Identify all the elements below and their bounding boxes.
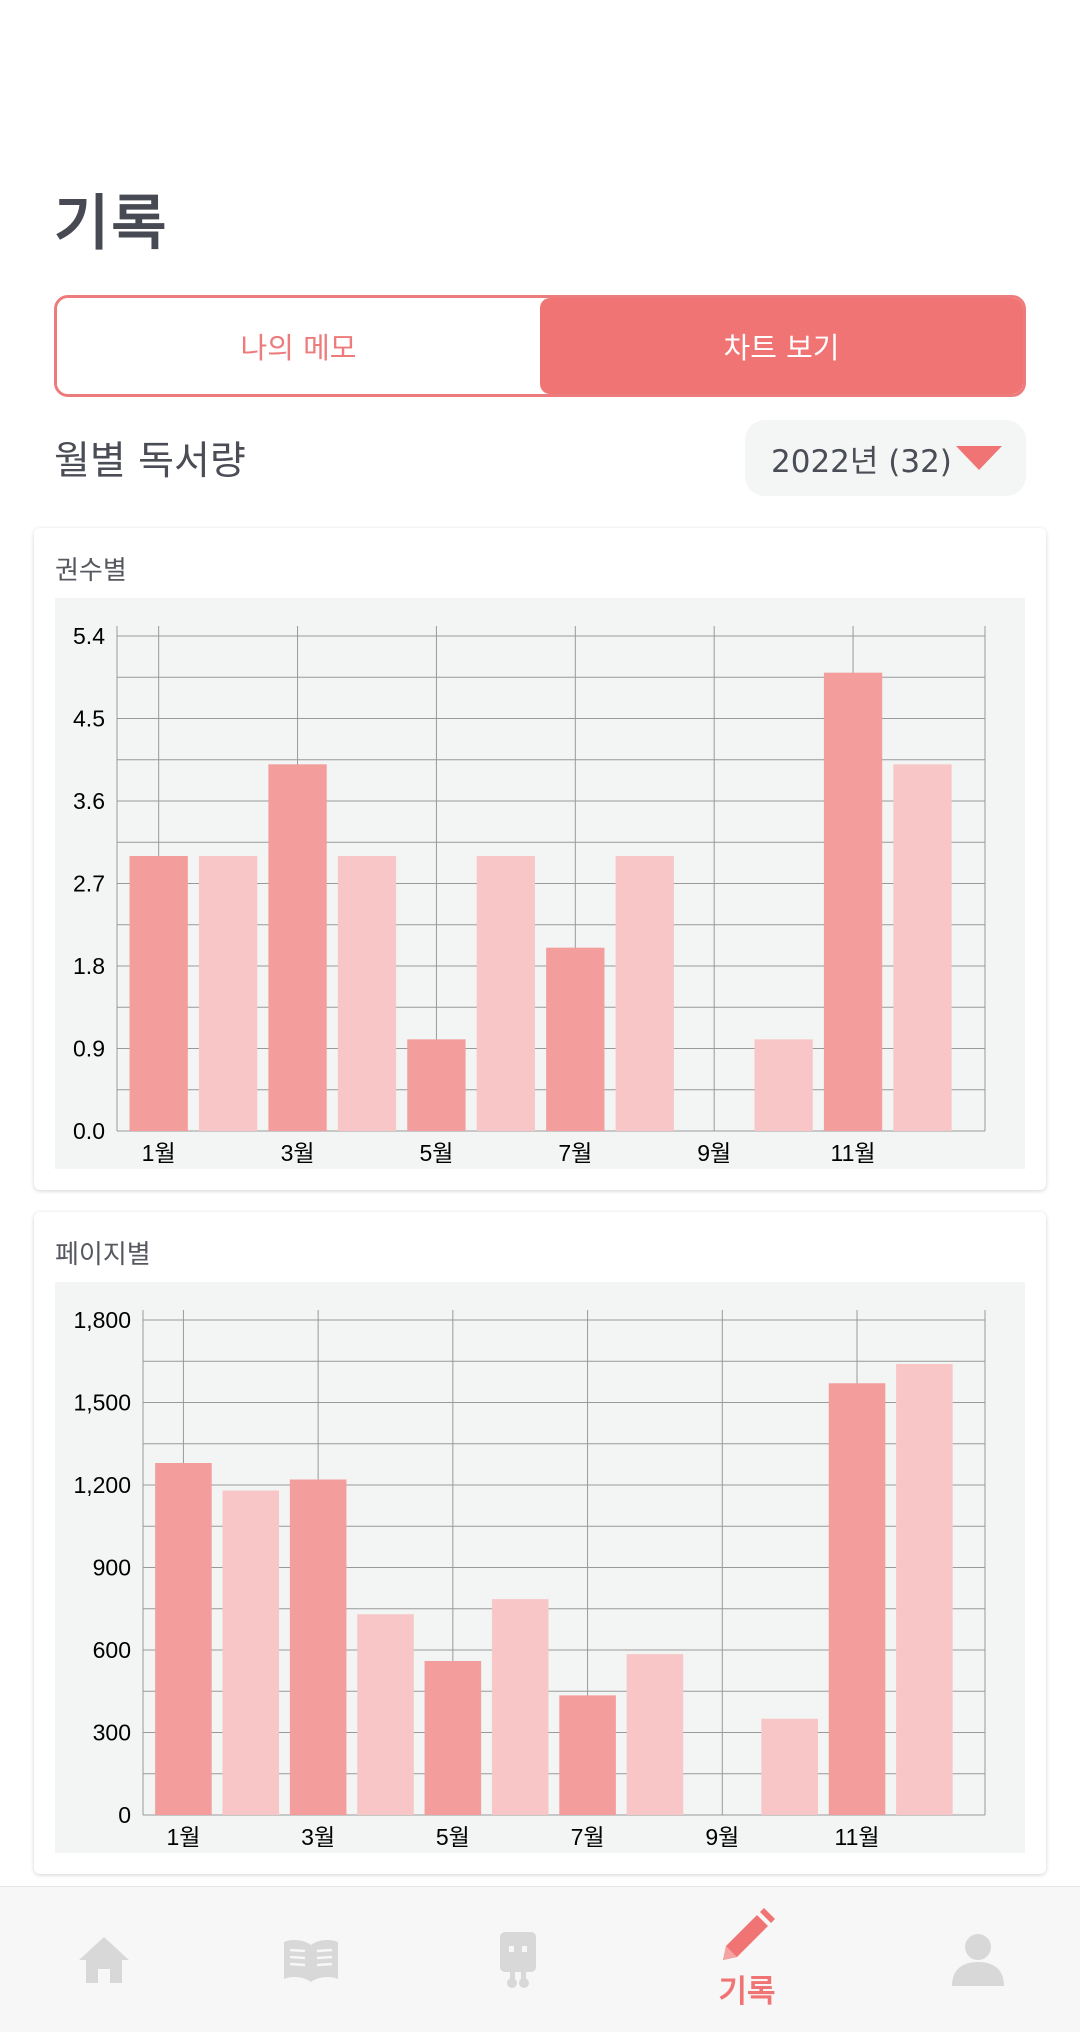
- books-chart-title: 권수별: [55, 556, 127, 586]
- bottom-nav: 기록: [0, 1886, 1080, 2032]
- nav-profile[interactable]: [908, 1887, 1048, 2032]
- nav-library[interactable]: [241, 1887, 381, 2032]
- x-tick-label: 7월: [571, 1824, 605, 1850]
- book-icon: [284, 1939, 338, 1982]
- bar-7월: [559, 1695, 616, 1815]
- home-icon: [79, 1936, 129, 1983]
- bar-10월: [761, 1718, 818, 1815]
- nav-robot[interactable]: [448, 1887, 588, 2032]
- bar-5월: [407, 1039, 466, 1131]
- y-tick-label: 4.5: [73, 706, 105, 732]
- bar-8월: [626, 1654, 684, 1815]
- bar-11월: [823, 672, 883, 1131]
- tab-my-memo[interactable]: 나의 메모: [57, 298, 540, 394]
- x-tick-label: 9월: [697, 1140, 731, 1166]
- bar-4월: [337, 856, 397, 1131]
- bar-3월: [268, 764, 327, 1131]
- y-tick-label: 0: [118, 1802, 131, 1828]
- bar-2월: [222, 1490, 280, 1815]
- x-tick-label: 9월: [705, 1824, 739, 1850]
- x-tick-label: 1월: [166, 1824, 200, 1850]
- y-tick-label: 1,200: [73, 1472, 131, 1498]
- pages-chart-title: 페이지별: [55, 1240, 151, 1270]
- books-chart-card: 권수별 0.0 0.9 1.8 2.7 3.6 4.5 5.4 1월 3월 5월 7월 9월 11월: [34, 528, 1046, 1190]
- y-tick-label: 1,500: [73, 1390, 131, 1416]
- bar-2월: [198, 856, 258, 1131]
- y-tick-label: 1,800: [73, 1307, 131, 1333]
- books-chart: 0.0 0.9 1.8 2.7 3.6 4.5 5.4 1월 3월 5월 7월 9월 11월: [55, 598, 1025, 1169]
- pencil-icon: [723, 1908, 775, 1960]
- year-dropdown[interactable]: 2022년 (32): [745, 420, 1026, 496]
- section-title: 월별 독서량: [54, 439, 246, 484]
- nav-records-label: 기록: [718, 1974, 776, 2010]
- bar-8월: [615, 856, 674, 1131]
- y-tick-label: 3.6: [73, 788, 105, 814]
- x-tick-label: 11월: [831, 1140, 876, 1166]
- x-tick-label: 1월: [142, 1140, 176, 1166]
- pages-chart-card: 페이지별 0 300 600 900 1,200 1,500 1,800 1월 3월 5월 7월 9월…: [34, 1212, 1046, 1874]
- bar-3월: [289, 1479, 347, 1815]
- bar-7월: [546, 947, 605, 1131]
- y-tick-label: 2.7: [73, 871, 105, 897]
- x-tick-label: 3월: [281, 1140, 315, 1166]
- bar-6월: [491, 1599, 549, 1815]
- page-title: 기록: [54, 189, 169, 259]
- y-tick-label: 0.0: [73, 1118, 105, 1144]
- x-tick-label: 11월: [834, 1824, 879, 1850]
- y-tick-label: 600: [93, 1637, 131, 1663]
- y-tick-label: 5.4: [73, 623, 105, 649]
- y-tick-label: 0.9: [73, 1036, 105, 1062]
- bar-6월: [476, 856, 536, 1131]
- x-tick-label: 5월: [419, 1140, 453, 1166]
- bar-12월: [896, 1364, 953, 1815]
- tab-chart-view[interactable]: 차트 보기: [540, 298, 1023, 394]
- view-toggle: 나의 메모 차트 보기: [54, 295, 1026, 397]
- x-tick-label: 5월: [436, 1824, 470, 1850]
- bar-5월: [424, 1661, 482, 1815]
- bar-4월: [357, 1614, 414, 1815]
- year-dropdown-value: 2022년 (32): [771, 443, 952, 480]
- bar-1월: [129, 856, 188, 1131]
- x-tick-label: 7월: [558, 1140, 592, 1166]
- pages-chart: 0 300 600 900 1,200 1,500 1,800 1월 3월 5월 7월 9월 11월: [55, 1282, 1025, 1853]
- y-tick-label: 900: [93, 1555, 131, 1581]
- caret-down-icon: [956, 446, 1002, 470]
- bar-11월: [828, 1383, 886, 1815]
- y-tick-label: 1.8: [73, 953, 105, 979]
- nav-home[interactable]: [34, 1887, 174, 2032]
- bar-12월: [893, 764, 952, 1131]
- x-tick-label: 3월: [301, 1824, 335, 1850]
- y-tick-label: 300: [93, 1720, 131, 1746]
- bar-1월: [155, 1463, 212, 1815]
- nav-records[interactable]: 기록: [677, 1887, 817, 2032]
- user-icon: [952, 1933, 1004, 1986]
- robot-icon: [500, 1931, 536, 1988]
- bar-10월: [754, 1039, 813, 1131]
